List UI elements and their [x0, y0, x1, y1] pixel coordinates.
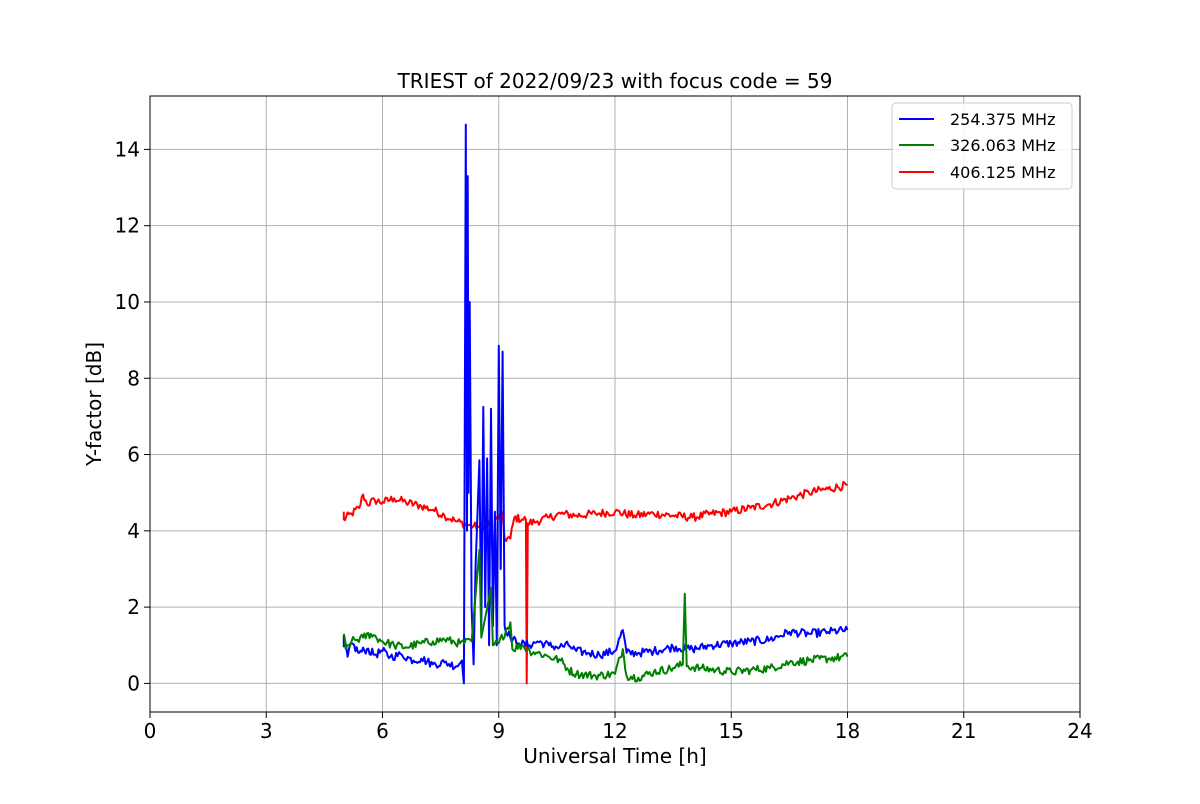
y-tick-label: 12 [115, 214, 140, 238]
y-axis-label: Y-factor [dB] [82, 342, 106, 467]
x-tick-label: 9 [492, 719, 505, 743]
y-tick-label: 14 [115, 137, 140, 161]
x-tick-label: 3 [260, 719, 273, 743]
y-tick-label: 2 [127, 595, 140, 619]
x-tick-label: 18 [835, 719, 860, 743]
x-axis-label: Universal Time [h] [523, 744, 706, 768]
x-tick-label: 12 [602, 719, 627, 743]
legend-frame [891, 102, 1073, 190]
x-tick-label: 6 [376, 719, 389, 743]
chart-title: TRIEST of 2022/09/23 with focus code = 5… [397, 69, 833, 93]
x-tick-label: 21 [951, 719, 976, 743]
y-tick-label: 6 [127, 443, 140, 467]
x-tick-label: 24 [1067, 719, 1092, 743]
series-line-254.375 [342, 123, 849, 685]
x-tick-label: 15 [719, 719, 744, 743]
legend-entry-406: 406.125 MHz [950, 163, 1055, 182]
y-tick-label: 0 [127, 671, 140, 695]
legend-entry-326: 326.063 MHz [950, 136, 1055, 155]
legend: 254.375 MHz 326.063 MHz 406.125 MHz [891, 102, 1073, 190]
series-line-326.063 [342, 548, 849, 683]
y-tick-label: 4 [127, 519, 140, 543]
series-layer [342, 123, 849, 685]
series-line-406.125 [342, 480, 848, 685]
y-tick-label: 10 [115, 290, 140, 314]
x-tick-label: 0 [144, 719, 157, 743]
y-tick-label: 8 [127, 366, 140, 390]
legend-entry-254: 254.375 MHz [950, 110, 1055, 129]
